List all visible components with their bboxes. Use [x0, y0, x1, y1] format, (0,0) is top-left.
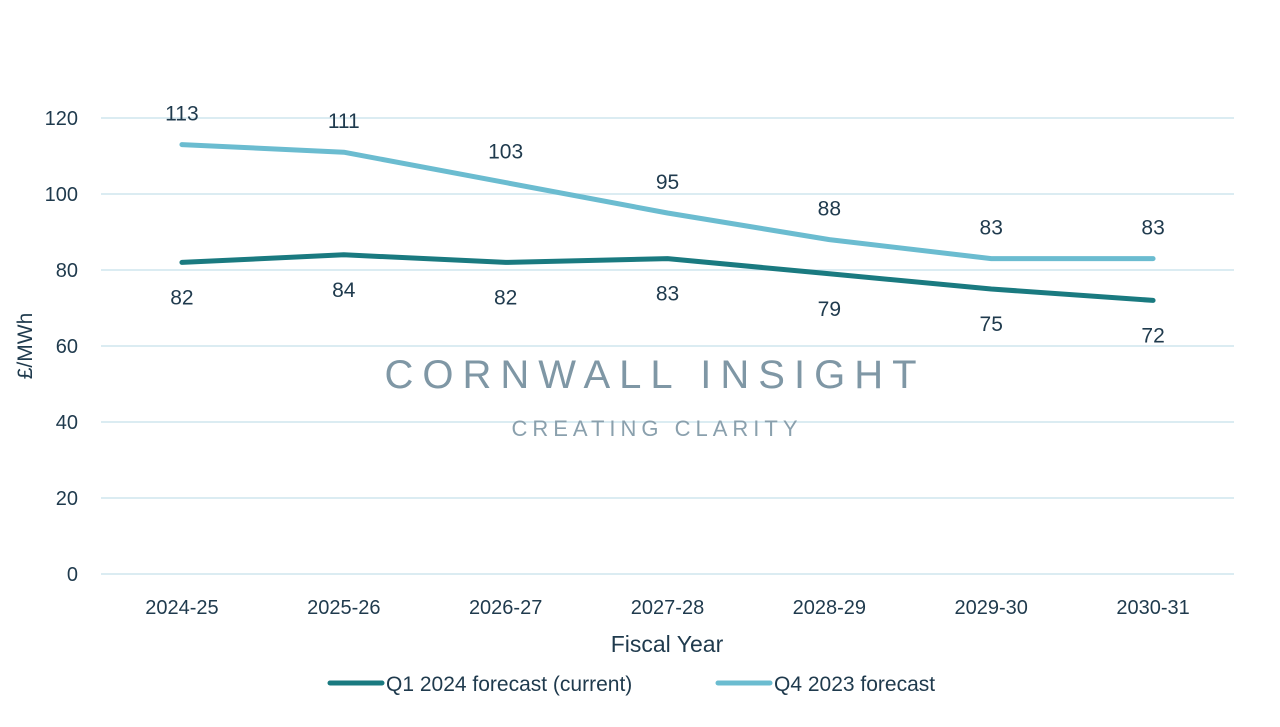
data-labels: 82 84 82 83 79 75 72 113 111 103 95 88 83 83: [165, 103, 1165, 348]
watermark-title: CORNWALL INSIGHT: [384, 353, 925, 397]
y-tick-label: 20: [56, 488, 78, 510]
data-label: 83: [980, 217, 1003, 240]
y-tick-labels: 0 20 40 60 80 100 120: [45, 108, 78, 586]
data-label: 84: [332, 279, 356, 302]
y-tick-label: 120: [45, 108, 78, 130]
data-label: 83: [1141, 217, 1164, 240]
data-label: 79: [818, 298, 841, 321]
y-tick-label: 40: [56, 412, 78, 434]
legend-label-q1-2024: Q1 2024 forecast (current): [386, 673, 632, 696]
y-tick-label: 60: [56, 336, 78, 358]
y-tick-label: 80: [56, 260, 78, 282]
data-label: 82: [494, 286, 517, 309]
data-label: 113: [165, 103, 198, 126]
series-lines: [182, 145, 1153, 301]
data-label: 95: [656, 171, 679, 194]
data-label: 83: [656, 283, 679, 306]
legend: Q1 2024 forecast (current) Q4 2023 forec…: [330, 673, 935, 696]
watermark-tagline: CREATING CLARITY: [511, 416, 802, 441]
x-tick-label: 2026-27: [469, 597, 542, 619]
x-tick-label: 2029-30: [955, 597, 1028, 619]
y-tick-label: 100: [45, 184, 78, 206]
watermark-logo: CORNWALL INSIGHT CREATING CLARITY: [384, 353, 925, 441]
data-label: 88: [818, 198, 841, 221]
x-tick-label: 2025-26: [307, 597, 380, 619]
data-label: 82: [170, 286, 193, 309]
x-tick-labels: 2024-25 2025-26 2026-27 2027-28 2028-29 2029-…: [145, 597, 1190, 619]
x-tick-label: 2027-28: [631, 597, 704, 619]
legend-label-q4-2023: Q4 2023 forecast: [774, 673, 935, 696]
data-label: 111: [328, 110, 360, 133]
y-tick-label: 0: [67, 564, 78, 586]
data-label: 75: [980, 313, 1003, 336]
x-axis-label: Fiscal Year: [611, 631, 724, 657]
data-label: 72: [1141, 324, 1164, 347]
x-tick-label: 2030-31: [1116, 597, 1189, 619]
x-tick-label: 2024-25: [145, 597, 218, 619]
x-tick-label: 2028-29: [793, 597, 866, 619]
data-label: 103: [488, 141, 523, 164]
y-axis-label: £/MWh: [14, 313, 37, 380]
series-line: [182, 145, 1153, 259]
